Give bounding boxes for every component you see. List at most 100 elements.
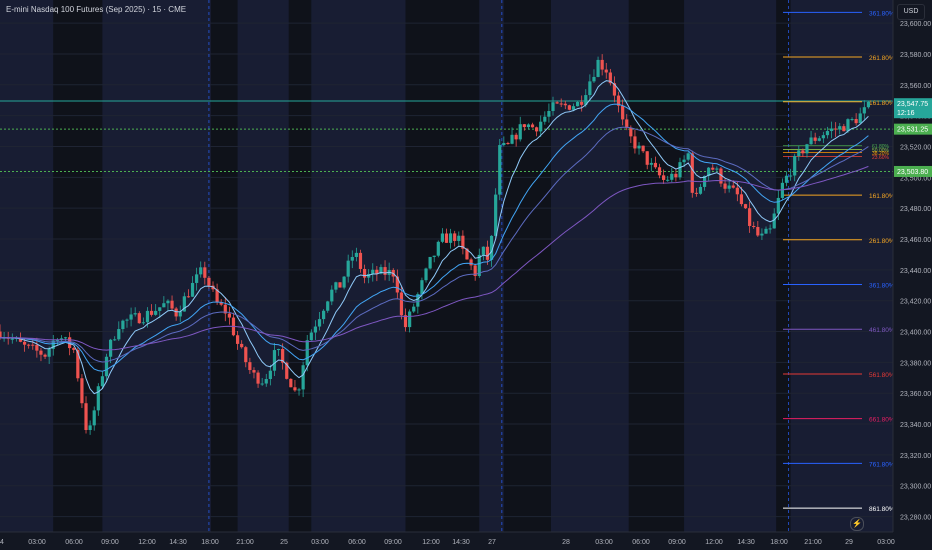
candle-body: [334, 282, 338, 290]
candle-body: [842, 126, 846, 132]
candle-body: [535, 127, 539, 132]
candle-body: [461, 235, 465, 249]
fib-level-label: 561.80%: [869, 372, 895, 379]
candle-body: [621, 105, 625, 120]
time-tick-label: 03:00: [877, 539, 895, 546]
time-tick-label: 18:00: [201, 539, 219, 546]
price-label-badge: [894, 165, 932, 177]
currency-button[interactable]: USD: [897, 4, 925, 20]
candle-body: [403, 315, 408, 328]
moving-average-line: [0, 103, 869, 372]
candle-body: [350, 256, 354, 261]
candle-body: [264, 379, 268, 384]
candle-body: [797, 150, 801, 157]
candle-body: [641, 145, 645, 152]
candle-body: [190, 282, 195, 297]
candle-body: [330, 289, 334, 302]
candle-body: [838, 126, 842, 130]
candle-body: [465, 248, 469, 260]
time-tick-label: 12:00: [422, 539, 440, 546]
candle-body: [530, 124, 535, 128]
candle-body: [235, 335, 240, 344]
candle-body: [563, 103, 567, 106]
price-tick-label: 23,280.00: [900, 515, 931, 522]
candle-body: [432, 255, 436, 257]
candle-body: [117, 329, 121, 340]
session-band: [0, 0, 54, 532]
time-tick-label: 06:00: [348, 539, 366, 546]
candle-body: [186, 296, 191, 298]
candle-body: [223, 304, 227, 314]
moving-average-line: [0, 80, 869, 395]
session-band: [53, 0, 103, 532]
candle-body: [92, 410, 96, 426]
candle-body: [145, 310, 150, 323]
candle-body: [616, 95, 621, 106]
candle-body: [494, 194, 498, 236]
time-tick-label: 21:00: [804, 539, 822, 546]
price-axis: [893, 0, 932, 550]
candle-body: [240, 343, 244, 348]
candle-body: [399, 292, 404, 316]
candle-body: [694, 192, 698, 194]
candle-body: [47, 348, 51, 357]
candle-body: [629, 127, 633, 137]
candle-body: [809, 137, 813, 145]
price-tick-label: 23,380.00: [900, 360, 931, 367]
candle-body: [31, 344, 35, 346]
candle-body: [539, 121, 543, 132]
time-tick-label: 09:00: [668, 539, 686, 546]
candle-body: [518, 124, 522, 140]
session-band: [776, 0, 791, 532]
candle-body: [260, 383, 264, 385]
candle-body: [96, 386, 100, 411]
candle-body: [424, 268, 428, 281]
price-tick-label: 23,340.00: [900, 422, 931, 429]
candle-body: [121, 320, 125, 330]
candle-body: [682, 159, 686, 163]
candle-body: [731, 185, 735, 188]
lightning-icon[interactable]: ⚡: [850, 517, 864, 531]
candle-body: [559, 103, 563, 105]
candle-body: [805, 144, 809, 154]
candle-body: [743, 204, 748, 209]
time-tick-label: 29: [845, 539, 853, 546]
candle-body: [768, 228, 772, 230]
candle-body: [764, 228, 768, 234]
candle-body: [84, 403, 88, 430]
fib-level-label: 761.80%: [869, 461, 895, 468]
candle-body: [801, 150, 805, 154]
candle-body: [715, 168, 719, 170]
candle-body: [219, 302, 223, 305]
candle-body: [489, 235, 494, 260]
candle-body: [281, 349, 285, 363]
candle-body: [375, 269, 379, 274]
candle-body: [575, 101, 580, 107]
candle-body: [698, 186, 703, 194]
candle-body: [477, 254, 481, 277]
time-axis: [0, 532, 932, 550]
candle-body: [526, 124, 531, 128]
price-tick-label: 23,480.00: [900, 206, 931, 213]
candle-body: [739, 194, 744, 205]
candle-body: [72, 348, 76, 350]
candle-body: [100, 376, 105, 387]
price-tick-label: 23,360.00: [900, 391, 931, 398]
candle-body: [571, 106, 576, 110]
price-tick-label: 23,440.00: [900, 268, 931, 275]
candle-body: [625, 119, 629, 128]
time-tick-label: 27: [488, 539, 496, 546]
candle-body: [285, 362, 289, 379]
price-tick-label: 23,400.00: [900, 330, 931, 337]
candle-body: [662, 175, 666, 180]
price-tick-label: 23,500.00: [900, 175, 931, 182]
candle-body: [612, 83, 617, 96]
candle-body: [608, 72, 612, 84]
time-tick-label: 25: [280, 539, 288, 546]
candle-body: [125, 319, 129, 321]
candle-body: [309, 332, 313, 341]
candle-body: [600, 59, 604, 70]
time-tick-label: 14:30: [169, 539, 187, 546]
